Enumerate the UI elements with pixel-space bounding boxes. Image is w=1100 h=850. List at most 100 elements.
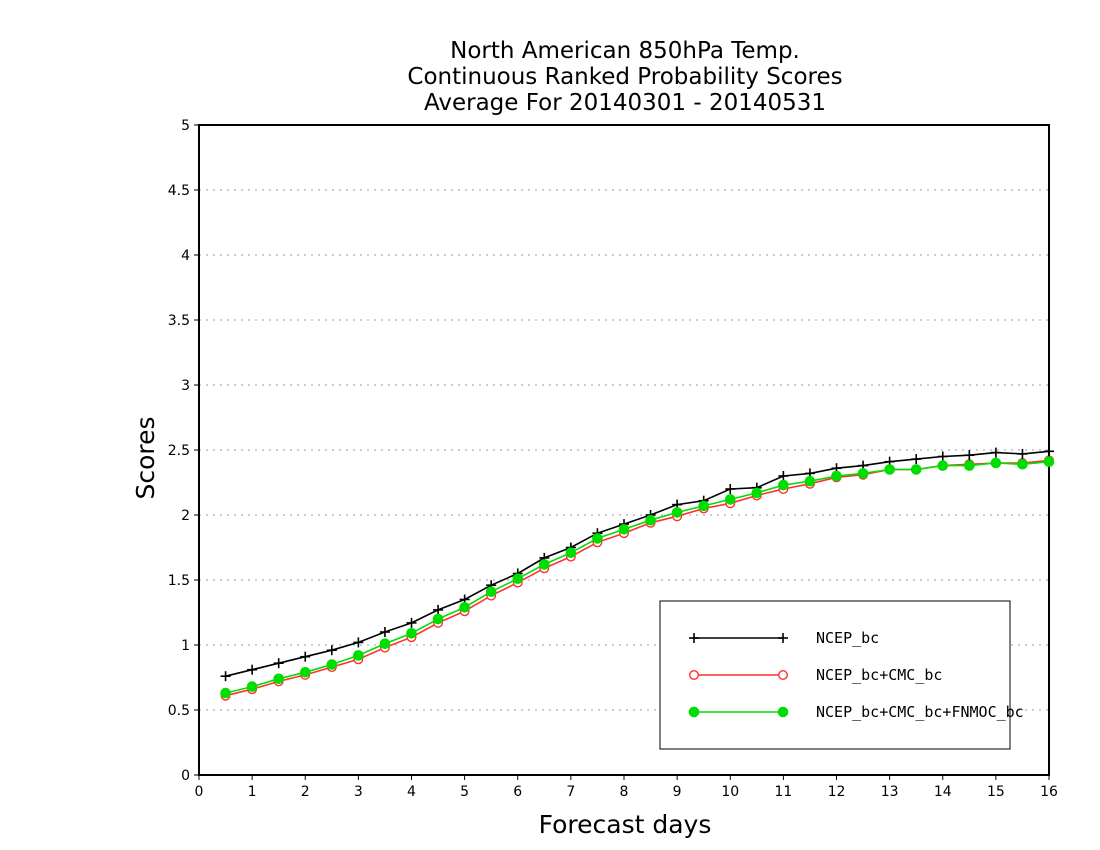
data-point: [964, 450, 975, 461]
x-tick-label: 12: [828, 784, 846, 800]
data-point: [911, 454, 922, 465]
x-tick-label: 2: [301, 784, 310, 800]
x-axis-ticks: 0 1 2 3 4 5 6 7 8 9 10 11 12 13 14 15 16: [195, 775, 1058, 800]
data-point: [406, 617, 417, 628]
data-point: [751, 487, 763, 499]
y-tick-label: 5: [181, 118, 190, 134]
title-line-2: Continuous Ranked Probability Scores: [407, 64, 842, 90]
y-tick-label: 4: [181, 248, 190, 264]
data-point: [645, 514, 656, 526]
legend-entry: NCEP_bc: [689, 629, 879, 647]
legend-label: NCEP_bc+CMC_bc+FNMOC_bc: [816, 703, 1024, 721]
legend-marker: [778, 670, 789, 681]
data-point: [459, 602, 470, 613]
data-point: [220, 671, 231, 682]
data-point: [432, 613, 444, 625]
y-tick-label: 2: [181, 508, 190, 524]
series-NCEP_bc: [220, 446, 1054, 682]
data-point: [725, 484, 736, 494]
data-point: [326, 645, 337, 656]
x-tick-label: 10: [721, 784, 739, 800]
data-point: [539, 559, 550, 570]
data-point: [884, 464, 895, 475]
data-point: [698, 500, 709, 512]
x-tick-label: 7: [566, 784, 575, 800]
data-point: [353, 650, 364, 661]
data-point: [831, 470, 842, 482]
data-point: [406, 628, 417, 639]
x-tick-label: 15: [987, 784, 1005, 800]
data-point: [910, 464, 922, 475]
legend: NCEP_bc NCEP_bc+CMC_bc NCEP_bc+CMC_bc+FNMO…: [659, 600, 1024, 750]
chart-title: North American 850hPa Temp. Continuous R…: [407, 38, 842, 116]
x-tick-label: 0: [195, 784, 204, 800]
data-point: [990, 447, 1001, 458]
title-line-3: Average For 20140301 - 20140531: [424, 90, 826, 116]
y-tick-label: 4.5: [168, 183, 190, 199]
data-point: [1017, 448, 1028, 459]
data-point: [247, 664, 258, 675]
legend-entry: NCEP_bc+CMC_bc: [689, 666, 942, 684]
data-point: [618, 524, 630, 535]
data-point: [300, 651, 311, 662]
data-point: [433, 604, 444, 615]
y-tick-label: 0.5: [168, 703, 190, 719]
x-tick-label: 13: [881, 784, 899, 800]
data-point: [804, 475, 816, 487]
data-point: [990, 457, 1002, 469]
legend-marker: [689, 633, 699, 643]
x-tick-label: 16: [1040, 784, 1058, 800]
y-axis-ticks: 0 0.5 1 1.5 2 2.5 3 3.5 4 4.5 5: [168, 118, 199, 784]
legend-marker: [778, 633, 788, 643]
y-tick-label: 1: [181, 638, 190, 654]
data-point: [1043, 456, 1055, 468]
data-point: [353, 637, 364, 648]
x-tick-label: 3: [354, 784, 363, 800]
data-point: [857, 468, 869, 479]
y-tick-label: 2.5: [168, 443, 190, 459]
y-tick-label: 1.5: [168, 573, 190, 589]
data-point: [592, 533, 603, 544]
data-point: [512, 573, 524, 585]
x-axis-title: Forecast days: [539, 810, 712, 839]
legend-entry: NCEP_bc+CMC_bc+FNMOC_bc: [688, 703, 1024, 721]
legend-label: NCEP_bc: [816, 629, 879, 647]
y-axis-title: Scores: [131, 416, 160, 499]
y-tick-label: 3: [181, 378, 190, 394]
data-point: [724, 494, 736, 505]
data-point: [379, 627, 390, 637]
x-tick-label: 6: [513, 784, 522, 800]
data-point: [565, 547, 577, 559]
data-point: [1044, 446, 1054, 457]
data-point: [485, 586, 497, 598]
legend-marker: [688, 706, 700, 718]
data-point: [671, 507, 683, 518]
data-point: [937, 460, 949, 471]
data-point: [273, 673, 284, 685]
data-point: [246, 681, 258, 692]
data-point: [220, 687, 231, 699]
data-point: [964, 460, 975, 471]
legend-marker: [689, 670, 700, 681]
data-point: [778, 471, 789, 481]
data-point: [379, 638, 391, 650]
legend-label: NCEP_bc+CMC_bc: [816, 666, 942, 684]
x-tick-label: 4: [407, 784, 416, 800]
x-tick-label: 8: [620, 784, 629, 800]
y-tick-label: 0: [181, 768, 190, 784]
series-layer: [220, 446, 1055, 701]
x-tick-label: 9: [673, 784, 682, 800]
y-tick-label: 3.5: [168, 313, 190, 329]
data-point: [273, 658, 284, 669]
data-point: [326, 659, 338, 670]
data-point: [778, 479, 789, 491]
title-line-1: North American 850hPa Temp.: [450, 38, 800, 64]
data-point: [1017, 459, 1028, 470]
data-point: [937, 451, 948, 462]
series-NCEP_bc+CMC_bc+FNMOC_bc: [220, 456, 1055, 699]
data-point: [299, 667, 311, 678]
x-tick-label: 11: [774, 784, 792, 800]
x-tick-label: 1: [248, 784, 257, 800]
x-tick-label: 5: [460, 784, 469, 800]
